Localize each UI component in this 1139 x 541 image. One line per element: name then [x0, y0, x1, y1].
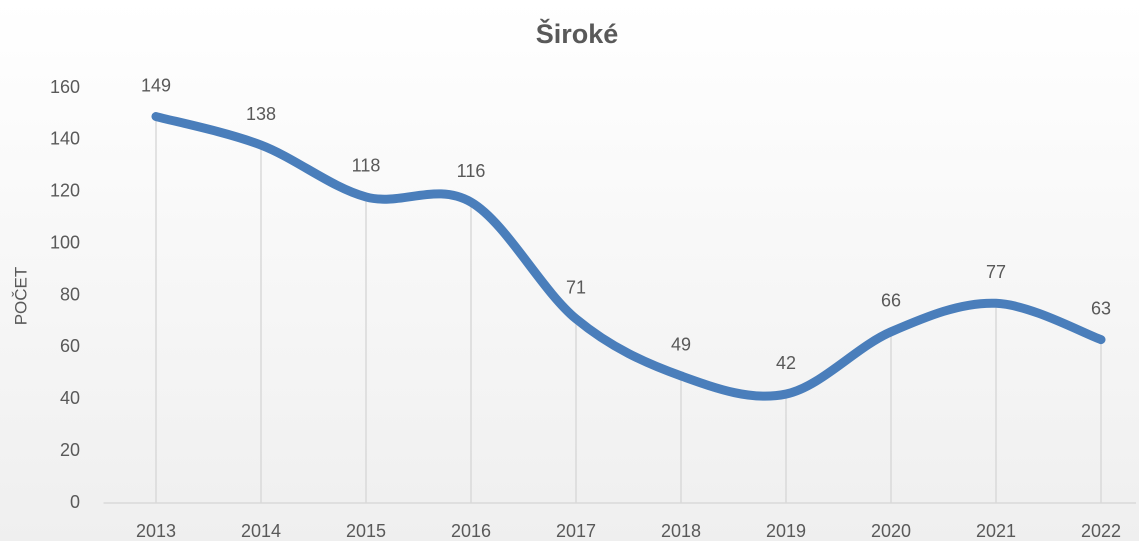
data-label: 149: [141, 75, 171, 95]
y-tick-label: 0: [70, 492, 80, 512]
y-tick-label: 80: [60, 284, 80, 304]
y-tick-label: 100: [50, 232, 80, 252]
x-tick-label: 2014: [241, 521, 281, 541]
x-tick-label: 2019: [766, 521, 806, 541]
data-label: 49: [671, 335, 691, 355]
x-tick-label: 2015: [346, 521, 386, 541]
data-label: 118: [352, 156, 381, 176]
x-tick-label: 2021: [976, 521, 1016, 541]
x-tick-label: 2016: [451, 521, 491, 541]
y-tick-label: 40: [60, 388, 80, 408]
data-label: 42: [776, 353, 796, 373]
y-tick-label: 60: [60, 336, 80, 356]
data-label: 77: [986, 262, 1006, 282]
x-tick-label: 2018: [661, 521, 701, 541]
y-tick-label: 120: [50, 181, 80, 201]
chart-title: Široké: [536, 18, 619, 49]
x-tick-label: 2022: [1081, 521, 1121, 541]
y-tick-label: 160: [50, 77, 80, 97]
data-label: 63: [1091, 298, 1111, 318]
data-label: 116: [457, 161, 486, 181]
data-label: 138: [246, 104, 276, 124]
x-tick-label: 2017: [556, 521, 596, 541]
series-line: [151, 112, 1106, 401]
data-label: 71: [566, 278, 586, 298]
y-tick-label: 140: [50, 129, 80, 149]
y-tick-label: 20: [60, 440, 80, 460]
x-tick-label: 2013: [136, 521, 176, 541]
data-label: 66: [881, 291, 901, 311]
y-axis-label: POČET: [11, 267, 30, 326]
x-tick-label: 2020: [871, 521, 911, 541]
